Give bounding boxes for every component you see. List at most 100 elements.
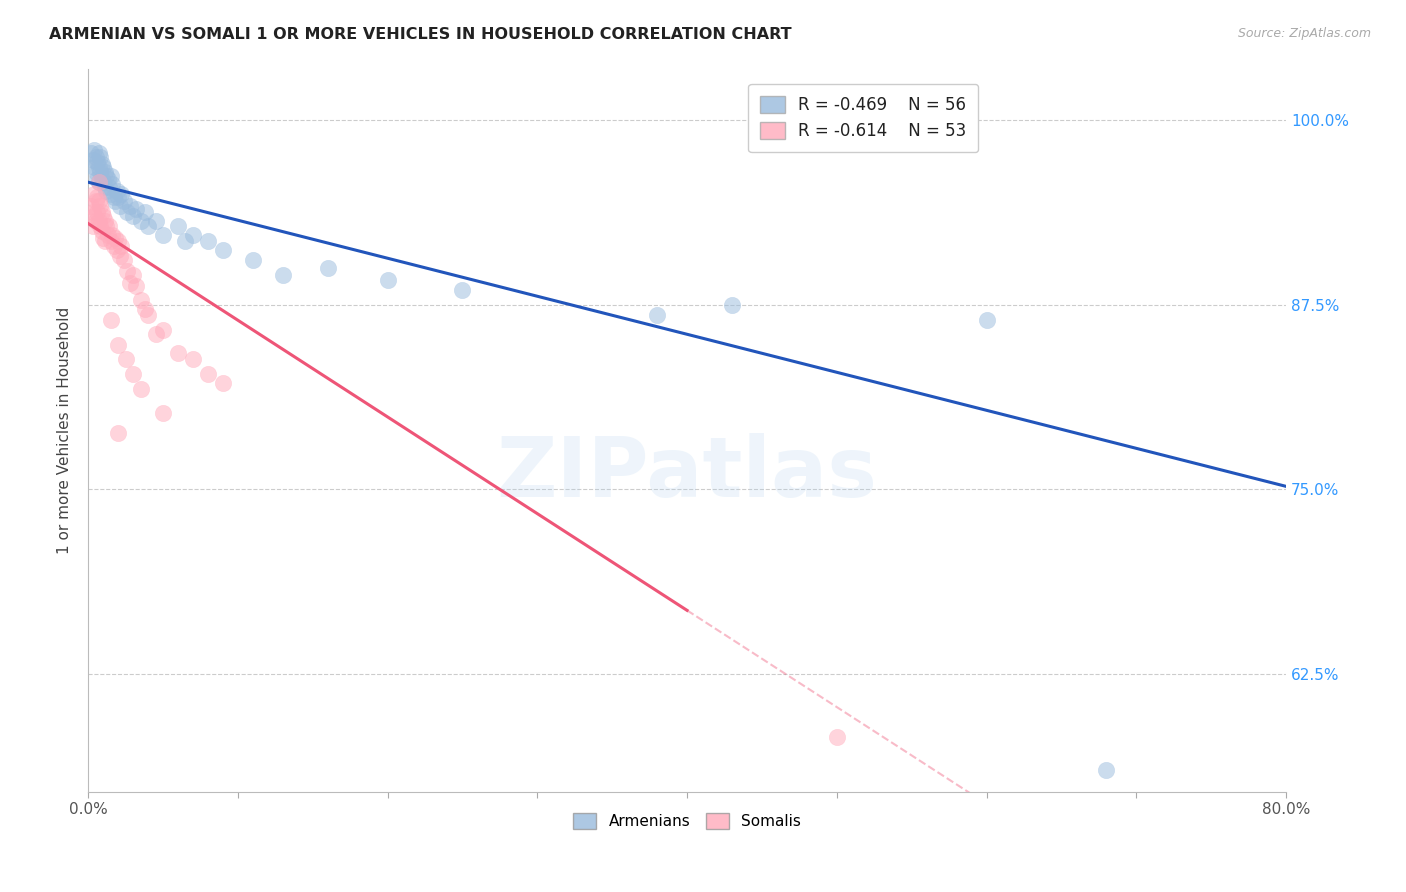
- Point: [94, 219, 117, 234]
- Point: [152, 228, 174, 243]
- Point: [84, 213, 107, 227]
- Text: ARMENIAN VS SOMALI 1 OR MORE VEHICLES IN HOUSEHOLD CORRELATION CHART: ARMENIAN VS SOMALI 1 OR MORE VEHICLES IN…: [49, 27, 792, 42]
- Point: [107, 234, 129, 248]
- Point: [1095, 763, 1118, 777]
- Point: [316, 260, 339, 275]
- Point: [104, 231, 127, 245]
- Point: [825, 731, 848, 745]
- Point: [108, 249, 131, 263]
- Point: [129, 213, 152, 227]
- Point: [98, 219, 121, 234]
- Point: [83, 187, 105, 202]
- Point: [136, 308, 159, 322]
- Point: [242, 253, 264, 268]
- Point: [212, 376, 235, 390]
- Point: [152, 323, 174, 337]
- Point: [129, 293, 152, 308]
- Point: [451, 283, 474, 297]
- Point: [97, 228, 120, 243]
- Point: [82, 153, 104, 167]
- Point: [90, 224, 112, 238]
- Point: [80, 199, 103, 213]
- Point: [82, 219, 104, 234]
- Point: [212, 243, 235, 257]
- Point: [120, 199, 142, 213]
- Point: [86, 204, 108, 219]
- Point: [100, 234, 122, 248]
- Point: [100, 312, 122, 326]
- Point: [101, 177, 124, 191]
- Point: [125, 202, 148, 216]
- Point: [90, 204, 112, 219]
- Point: [101, 228, 124, 243]
- Point: [181, 352, 204, 367]
- Point: [97, 172, 120, 186]
- Point: [145, 213, 167, 227]
- Point: [93, 213, 115, 227]
- Point: [84, 165, 107, 179]
- Point: [103, 238, 125, 252]
- Point: [197, 234, 219, 248]
- Point: [134, 302, 156, 317]
- Point: [89, 150, 111, 164]
- Point: [84, 150, 107, 164]
- Point: [87, 194, 110, 209]
- Point: [152, 405, 174, 419]
- Point: [107, 190, 129, 204]
- Point: [103, 190, 125, 204]
- Point: [112, 253, 135, 268]
- Point: [107, 426, 129, 441]
- Point: [89, 199, 111, 213]
- Point: [122, 367, 145, 381]
- Point: [87, 145, 110, 160]
- Point: [90, 157, 112, 171]
- Point: [167, 219, 190, 234]
- Y-axis label: 1 or more Vehicles in Household: 1 or more Vehicles in Household: [58, 307, 72, 554]
- Point: [105, 184, 128, 198]
- Point: [83, 209, 105, 223]
- Point: [91, 175, 114, 189]
- Point: [181, 228, 204, 243]
- Point: [104, 194, 127, 209]
- Point: [94, 169, 117, 184]
- Point: [107, 337, 129, 351]
- Point: [114, 352, 136, 367]
- Point: [91, 231, 114, 245]
- Point: [89, 165, 111, 179]
- Point: [86, 190, 108, 204]
- Text: Source: ZipAtlas.com: Source: ZipAtlas.com: [1237, 27, 1371, 40]
- Point: [94, 184, 117, 198]
- Point: [100, 187, 122, 202]
- Point: [145, 327, 167, 342]
- Point: [86, 154, 108, 169]
- Point: [976, 312, 998, 326]
- Point: [93, 165, 115, 179]
- Point: [105, 243, 128, 257]
- Text: ZIPatlas: ZIPatlas: [496, 434, 877, 514]
- Point: [721, 298, 744, 312]
- Point: [197, 367, 219, 381]
- Point: [80, 145, 103, 160]
- Point: [110, 187, 132, 202]
- Point: [122, 268, 145, 283]
- Point: [87, 175, 110, 189]
- Point: [174, 234, 197, 248]
- Point: [100, 169, 122, 184]
- Point: [98, 179, 121, 194]
- Point: [83, 143, 105, 157]
- Point: [89, 219, 111, 234]
- Point: [91, 161, 114, 175]
- Point: [129, 382, 152, 396]
- Point: [115, 204, 138, 219]
- Point: [87, 161, 110, 175]
- Point: [90, 172, 112, 186]
- Point: [83, 161, 105, 175]
- Point: [377, 273, 399, 287]
- Point: [93, 234, 115, 248]
- Point: [84, 194, 107, 209]
- Point: [122, 209, 145, 223]
- Point: [82, 204, 104, 219]
- Point: [115, 264, 138, 278]
- Point: [87, 175, 110, 189]
- Point: [86, 172, 108, 186]
